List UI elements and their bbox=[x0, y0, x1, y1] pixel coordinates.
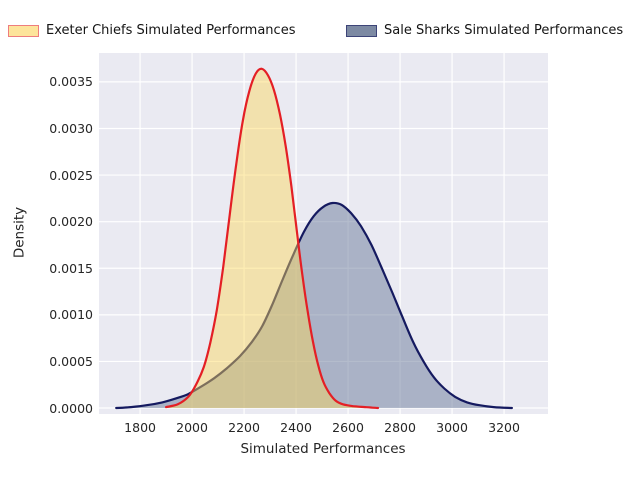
legend-label-sale-sharks: Sale Sharks Simulated Performances bbox=[384, 23, 624, 38]
y-tick-label-0.0030: 0.0030 bbox=[49, 120, 93, 136]
legend-label-exeter-chiefs: Exeter Chiefs Simulated Performances bbox=[46, 23, 296, 38]
exeter-chiefs-density-fill bbox=[166, 68, 378, 408]
y-tick-label-0.0000: 0.0000 bbox=[49, 400, 93, 416]
y-tick-label-0.0020: 0.0020 bbox=[49, 214, 93, 230]
x-tick-label-2000: 2000 bbox=[176, 420, 208, 435]
y-tick-label-0.0025: 0.0025 bbox=[49, 167, 93, 183]
y-axis-title: Density bbox=[11, 206, 28, 259]
sale-sharks-swatch-icon bbox=[346, 24, 377, 37]
x-tick-label-1800: 1800 bbox=[124, 420, 156, 435]
legend: Exeter Chiefs Simulated Performances Sal… bbox=[0, 0, 640, 48]
x-tick-label-3000: 3000 bbox=[436, 420, 468, 435]
sale-sharks-density-line bbox=[115, 201, 513, 410]
y-tick-label-0.0035: 0.0035 bbox=[49, 74, 93, 90]
x-tick-label-2600: 2600 bbox=[332, 420, 364, 435]
x-axis-title: Simulated Performances bbox=[240, 441, 406, 457]
sale-sharks-density-fill bbox=[116, 202, 512, 408]
exeter-chiefs-swatch-icon bbox=[8, 24, 39, 37]
plot-area bbox=[99, 53, 548, 414]
legend-entry-sale-sharks: Sale Sharks Simulated Performances bbox=[346, 23, 623, 38]
y-tick-label-0.0010: 0.0010 bbox=[49, 307, 93, 323]
exeter-chiefs-density-line bbox=[165, 67, 380, 410]
y-tick-label-0.0005: 0.0005 bbox=[49, 353, 93, 369]
x-tick-label-2800: 2800 bbox=[384, 420, 416, 435]
legend-entry-exeter-chiefs: Exeter Chiefs Simulated Performances bbox=[8, 23, 295, 38]
x-tick-label-3200: 3200 bbox=[488, 420, 520, 435]
kde-chart-canvas bbox=[99, 53, 548, 414]
x-tick-label-2200: 2200 bbox=[228, 420, 260, 435]
x-tick-label-2400: 2400 bbox=[280, 420, 312, 435]
y-tick-label-0.0015: 0.0015 bbox=[49, 260, 93, 276]
